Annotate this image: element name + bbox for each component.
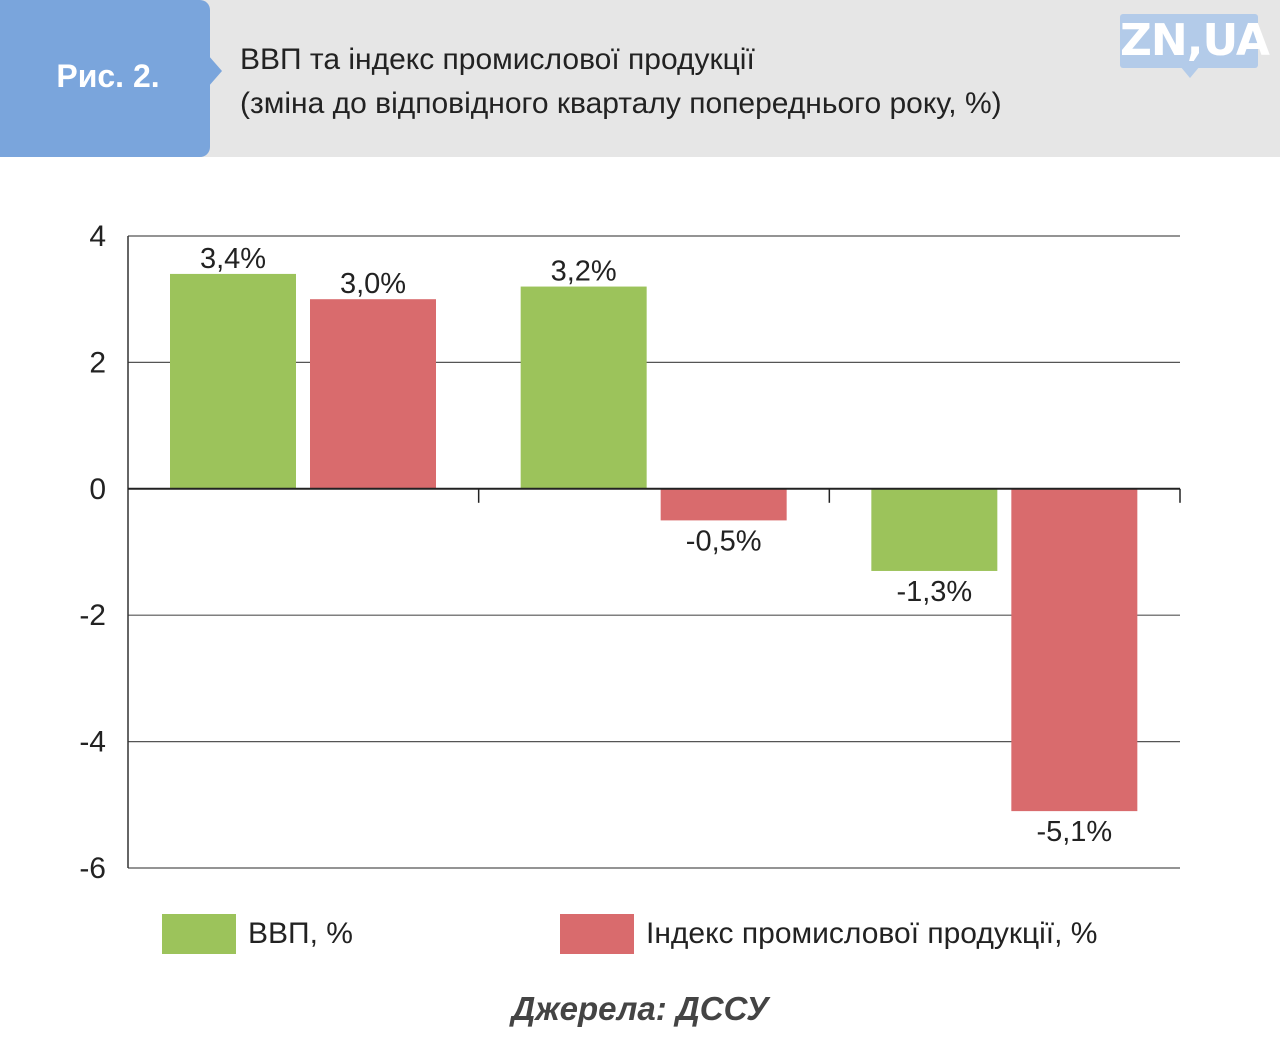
source-note: Джерела: ДССУ [511,990,769,1027]
chart-title: ВВП та індекс промислової продукції (змі… [240,38,1002,126]
y-tick-label-5: -6 [79,852,106,885]
bar-gdp-0 [170,273,296,489]
chart-title-line-2: (зміна до відповідного кварталу попередн… [240,87,1002,120]
figure-tab-arrow [208,55,222,87]
y-tick-label-3: -2 [79,599,106,632]
data-label-industry-1: -0,5% [686,525,762,557]
bar-gdp-1 [520,286,647,489]
legend-label-gdp: ВВП, % [248,917,353,950]
y-tick-label-1: 2 [89,346,106,379]
bar-industry-2 [1011,488,1138,812]
data-label-gdp-0: 3,4% [200,243,266,275]
y-tick-label-4: -4 [79,726,106,759]
data-label-gdp-2: -1,3% [896,576,972,608]
bar-gdp-2 [871,488,998,571]
legend-swatch-industry [560,914,634,954]
chart-title-line-1: ВВП та індекс промислової продукції [240,43,755,76]
bar-industry-0 [310,299,436,489]
zn-ua-logo: ZN,UA [1120,14,1270,68]
data-label-gdp-1: 3,2% [551,256,617,288]
data-label-industry-2: -5,1% [1036,816,1112,848]
logo-tail [1180,66,1200,78]
data-label-industry-0: 3,0% [340,268,406,300]
figure-label: Рис. 2. [56,58,160,94]
legend-swatch-gdp [162,914,236,954]
figure-tab [0,0,210,157]
legend-label-industry: Індекс промислової продукції, % [646,917,1098,950]
y-tick-label-0: 4 [89,220,106,253]
bar-industry-1 [660,488,787,521]
y-tick-label-2: 0 [89,473,106,506]
